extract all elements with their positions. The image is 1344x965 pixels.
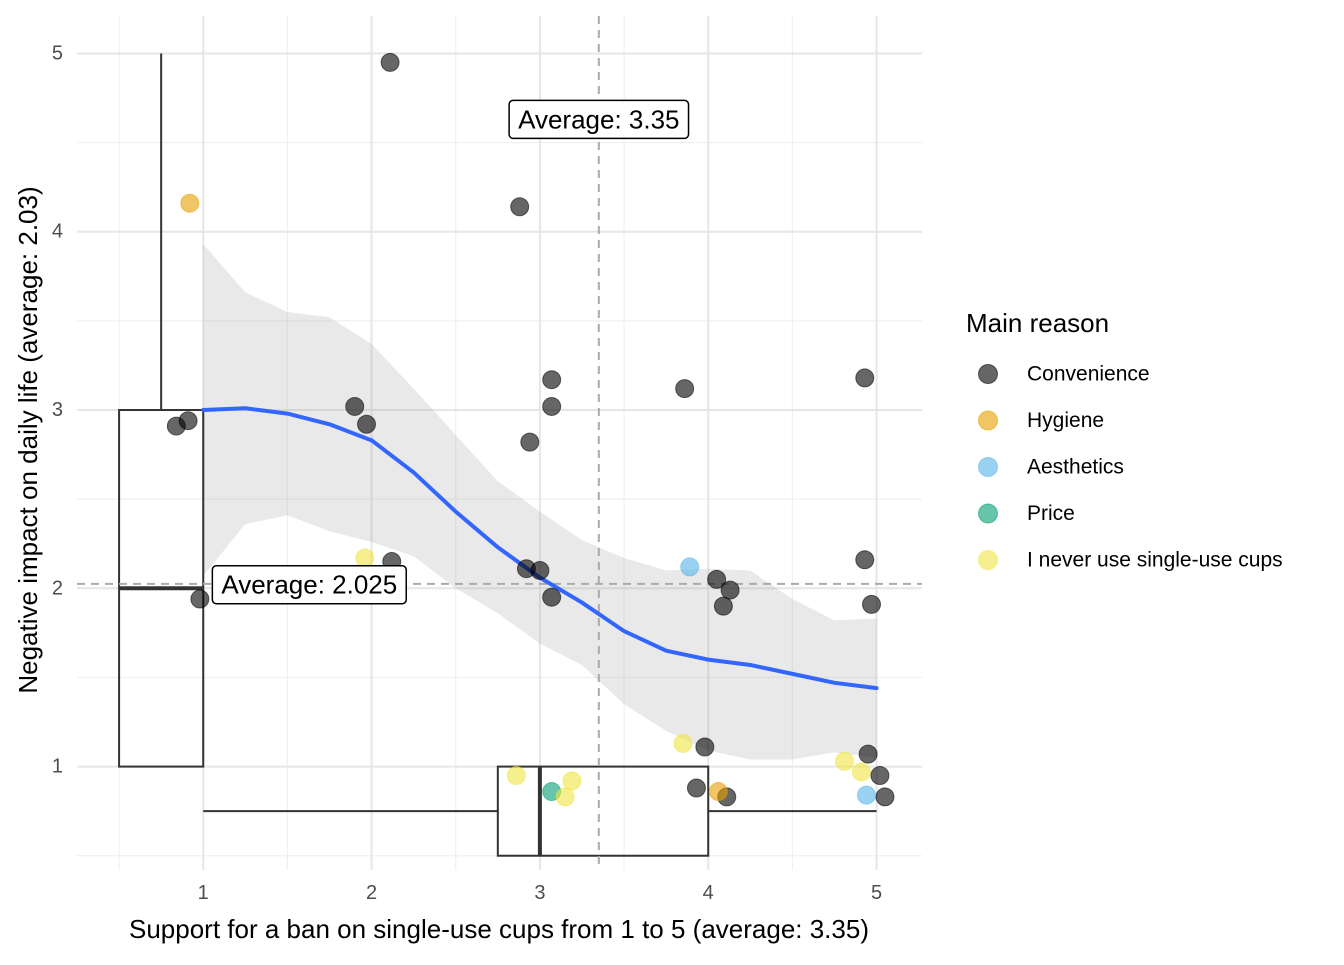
y-tick-label: 3 [52,399,63,421]
x-boxplot-box [496,765,710,857]
point-convenience [190,589,210,609]
annotations: Average: 3.35 Average: 2.025 [211,99,690,605]
x-tick-label: 5 [871,882,882,904]
y-tick-label: 5 [52,42,63,64]
y-tick-label: 1 [52,756,63,778]
point-convenience [675,379,695,399]
confidence-band [203,244,877,760]
point-convenience [713,596,733,616]
legend-swatch [978,364,998,384]
point-i-never-use-single-use-cups [506,766,526,786]
point-convenience [520,432,540,452]
point-convenience [542,370,562,390]
point-convenience [870,766,890,786]
point-hygiene [180,193,200,213]
legend: Main reason Convenience Hygiene Aesthetics… [966,308,1283,572]
point-convenience [542,587,562,607]
point-convenience [855,368,875,388]
point-hygiene [708,782,728,802]
point-aesthetics [856,785,876,805]
legend-swatch [978,457,998,477]
point-aesthetics [680,557,700,577]
point-i-never-use-single-use-cups [555,787,575,807]
point-convenience [858,744,878,764]
point-convenience [542,396,562,416]
x-tick-label: 3 [534,882,545,904]
point-i-never-use-single-use-cups [851,762,871,782]
x-axis-title: Support for a ban on single-use cups fro… [129,914,869,944]
boxplots [118,53,877,857]
y-axis-title: Negative impact on daily life (average: … [13,186,43,693]
point-convenience [380,52,400,72]
point-convenience [862,594,882,614]
y-tick-label: 2 [52,577,63,599]
point-convenience [855,550,875,570]
average-annotation-label: Average: 3.35 [518,104,679,134]
point-convenience [707,569,727,589]
point-convenience [178,411,198,431]
point-i-never-use-single-use-cups [835,751,855,771]
x-tick-label: 2 [366,882,377,904]
legend-swatch [978,503,998,524]
point-convenience [530,560,550,580]
legend-items: Convenience Hygiene Aesthetics Price I never… [978,363,1283,572]
confidence-band-area [203,244,877,760]
average-annotation-box [508,99,690,140]
legend-swatch [978,410,998,431]
point-convenience [720,580,740,600]
average-annotation-box [211,564,407,605]
legend-label: Price [1027,502,1075,525]
point-i-never-use-single-use-cups [355,548,375,568]
point-i-never-use-single-use-cups [562,771,582,791]
data-points [166,52,895,807]
legend-swatch [978,550,998,570]
point-i-never-use-single-use-cups [673,733,693,753]
x-tick-label: 4 [703,882,714,904]
legend-label: Hygiene [1027,409,1104,432]
legend-label: Aesthetics [1027,456,1124,479]
y-tick-label: 4 [52,221,63,243]
point-convenience [686,778,706,798]
point-convenience [695,737,715,757]
point-convenience [875,787,895,807]
x-tick-label: 1 [198,882,209,904]
average-annotation-label: Average: 2.025 [221,570,397,600]
major-grid [77,16,922,870]
legend-title: Main reason [966,308,1109,338]
point-convenience [345,396,365,416]
tick-labels: 1 2 3 4 5 1 2 3 4 5 [52,42,882,904]
point-convenience [510,197,530,217]
legend-label: I never use single-use cups [1027,549,1283,572]
legend-label: Convenience [1027,363,1150,386]
point-convenience [357,414,377,434]
